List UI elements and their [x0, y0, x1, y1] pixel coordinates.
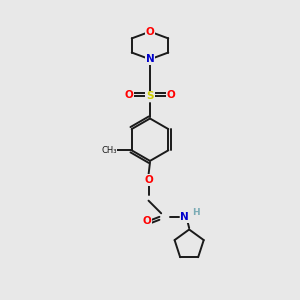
Text: O: O — [142, 216, 151, 226]
Text: O: O — [146, 27, 154, 37]
Text: O: O — [167, 90, 176, 100]
Text: O: O — [144, 175, 153, 185]
Text: N: N — [146, 54, 154, 64]
Text: S: S — [146, 92, 154, 101]
Text: O: O — [124, 90, 133, 100]
Text: CH₃: CH₃ — [101, 146, 117, 155]
Text: H: H — [192, 208, 200, 217]
Text: N: N — [180, 212, 189, 222]
